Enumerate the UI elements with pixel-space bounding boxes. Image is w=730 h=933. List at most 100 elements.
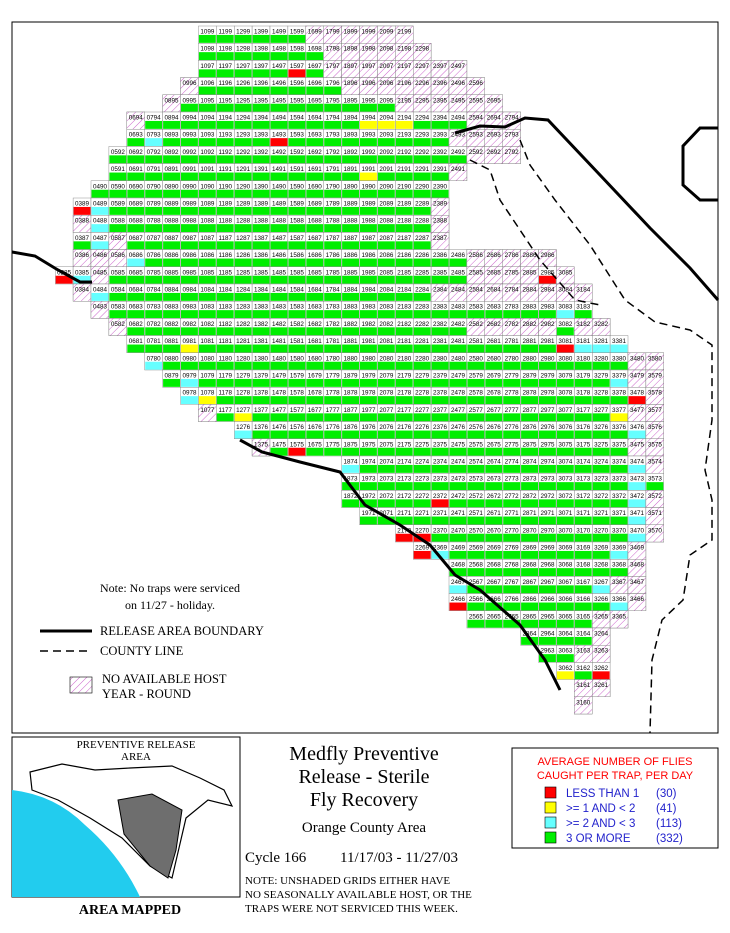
grid-cell-fill (592, 585, 610, 594)
grid-cell-fill (485, 482, 503, 491)
grid-cell-label: 2378 (433, 390, 448, 397)
grid-cell-label: 2880 (523, 355, 538, 362)
grid-cell-label: 1493 (272, 132, 287, 139)
grid-cell-fill (467, 378, 485, 387)
grid-cell-fill (592, 671, 610, 680)
grid-cell-label: 1078 (200, 390, 215, 397)
grid-cell-fill (467, 344, 485, 353)
grid-cell-label: 2193 (397, 132, 412, 139)
grid-cell-label: 2484 (451, 287, 466, 294)
grid-cell-label: 2084 (379, 287, 394, 294)
grid-cell-fill (395, 482, 413, 491)
grid-cell-fill (216, 241, 234, 250)
grid-cell-label: 1294 (236, 115, 251, 122)
grid-cell-fill (127, 189, 145, 198)
grid-cell-label: 1887 (344, 235, 359, 242)
grid-cell-fill (181, 189, 198, 198)
grid-cell-fill (145, 310, 163, 319)
grid-cell-fill (252, 172, 270, 181)
grid-cell-label: 1594 (290, 115, 305, 122)
grid-cell-label: 3169 (576, 545, 591, 552)
grid-cell-fill (539, 602, 556, 611)
grid-cell-label: 1491 (272, 166, 287, 173)
grid-cell-label: 0592 (111, 149, 126, 156)
grid-cell-label: 2879 (523, 373, 538, 380)
grid-cell-label: 2497 (451, 63, 466, 70)
grid-cell-fill (91, 224, 109, 233)
grid-cell-label: 1679 (308, 373, 323, 380)
grid-cell-fill (503, 310, 521, 319)
grid-cell-fill (270, 344, 288, 353)
grid-cell-label: 2191 (397, 166, 412, 173)
grid-cell-fill (574, 499, 592, 508)
grid-cell-fill (270, 86, 288, 95)
grid-cell-label: 1296 (236, 80, 251, 87)
grid-cell-fill (360, 138, 377, 147)
grid-cell-fill (270, 155, 288, 164)
grid-cell-fill (539, 550, 556, 559)
grid-cell-fill (539, 619, 556, 628)
grid-cell-label: 1992 (361, 149, 376, 156)
grid-cell-label: 1878 (344, 390, 359, 397)
grid-cell-label: 2984 (540, 287, 555, 294)
grid-cell-label: 3573 (648, 476, 663, 483)
grid-cell-label: 3375 (612, 441, 627, 448)
grid-cell-hatch (627, 593, 647, 611)
grid-cell-label: 1881 (344, 338, 359, 345)
grid-cell-label: 2973 (540, 476, 555, 483)
grid-cell-label: 2076 (379, 424, 394, 431)
grid-cell-label: 2780 (505, 355, 520, 362)
grid-cell-fill (377, 206, 395, 215)
grid-cell-label: 1277 (236, 407, 251, 414)
grid-cell-label: 2083 (379, 304, 394, 311)
grid-cell-label: 3168 (576, 562, 591, 569)
grid-cell-fill (109, 275, 127, 284)
grid-cell-label: 1693 (308, 132, 323, 139)
grid-cell-label: 3172 (576, 493, 591, 500)
grid-cell-fill (521, 361, 538, 370)
grid-cell-label: 0387 (75, 235, 90, 242)
grid-cell-fill (360, 482, 377, 491)
grid-cell-label: 2682 (487, 321, 502, 328)
grid-cell-fill (127, 327, 145, 336)
grid-cell-fill (377, 275, 395, 284)
grid-cell-fill (360, 396, 377, 405)
grid-cell-fill (306, 120, 324, 129)
grid-cell-label: 1785 (326, 269, 341, 276)
grid-cell-label: 1487 (272, 235, 287, 242)
grid-cell-label: 1591 (290, 166, 305, 173)
key-label: NO AVAILABLE HOST (102, 672, 227, 686)
grid-cell-label: 3369 (612, 545, 627, 552)
grid-cell-fill (574, 516, 592, 525)
grid-cell-fill (521, 602, 538, 611)
grid-cell-label: 1998 (361, 46, 376, 53)
grid-cell-label: 1288 (236, 218, 251, 225)
grid-cell-fill (449, 378, 467, 387)
grid-cell-label: 2766 (505, 596, 520, 603)
grid-cell-fill (324, 292, 342, 301)
grid-cell-fill (342, 206, 359, 215)
grid-cell-label: 1977 (361, 407, 376, 414)
grid-cell-label: 1895 (344, 97, 359, 104)
grid-cell-label: 2884 (523, 287, 538, 294)
grid-cell-fill (216, 378, 234, 387)
grid-cell-fill (449, 344, 467, 353)
area: Orange County Area (302, 820, 426, 836)
grid-cell-label: 2778 (505, 390, 520, 397)
grid-cell-label: 3263 (594, 648, 609, 655)
grid-cell-fill (377, 516, 395, 525)
grid-cell-label: 1975 (361, 441, 376, 448)
grid-cell-fill (395, 516, 413, 525)
grid-cell-label: 2877 (523, 407, 538, 414)
grid-cell-fill (485, 464, 503, 473)
grid-cell-fill (216, 155, 234, 164)
grid-cell-label: 2868 (523, 562, 538, 569)
grid-cell-label: 2886 (523, 252, 538, 259)
grid-cell-fill (485, 568, 503, 577)
grid-cell-fill (539, 275, 556, 284)
grid-cell-label: 2574 (469, 459, 484, 466)
grid-cell-label: 2492 (451, 149, 466, 156)
grid-cell-label: 2977 (540, 407, 555, 414)
grid-cell-fill (342, 155, 359, 164)
grid-cell-fill (234, 275, 252, 284)
